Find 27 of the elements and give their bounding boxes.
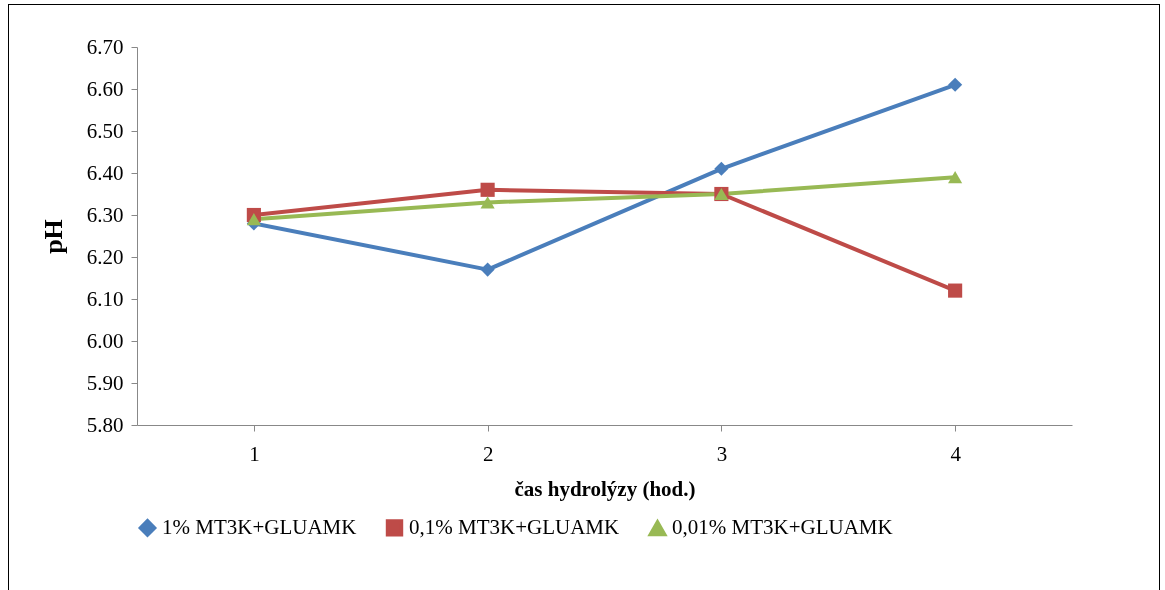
x-tick-label: 4 [950, 441, 962, 466]
y-tick-label: 5.90 [86, 370, 124, 395]
y-axis-title: pH [38, 219, 68, 254]
point [948, 171, 963, 184]
y-tick-label: 6.20 [86, 244, 124, 269]
y-tick-label: 6.40 [86, 160, 124, 185]
point [246, 213, 261, 226]
x-axis-title: čas hydrolýzy (hod.) [514, 476, 696, 501]
point [948, 283, 963, 298]
y-tick-label: 6.60 [86, 76, 124, 101]
point [480, 262, 495, 277]
legend-label: 0,1% MT3K+GLUAMK [409, 514, 620, 539]
point [714, 161, 729, 176]
point [480, 196, 495, 209]
point [480, 182, 495, 197]
x-tick-label: 2 [482, 441, 494, 466]
legend-label: 1% MT3K+GLUAMK [162, 514, 357, 539]
y-tick-label: 6.30 [86, 202, 124, 227]
point [948, 77, 963, 92]
x-tick-label: 3 [716, 441, 728, 466]
y-tick-label: 6.50 [86, 118, 124, 143]
x-tick-label: 1 [249, 441, 260, 466]
y-tick-label: 6.70 [86, 34, 124, 59]
y-tick-label: 6.10 [86, 286, 124, 311]
legend-label: 0,01% MT3K+GLUAMK [672, 515, 893, 540]
y-tick-label: 6.00 [86, 328, 124, 353]
y-tick-label: 5.80 [86, 412, 124, 437]
